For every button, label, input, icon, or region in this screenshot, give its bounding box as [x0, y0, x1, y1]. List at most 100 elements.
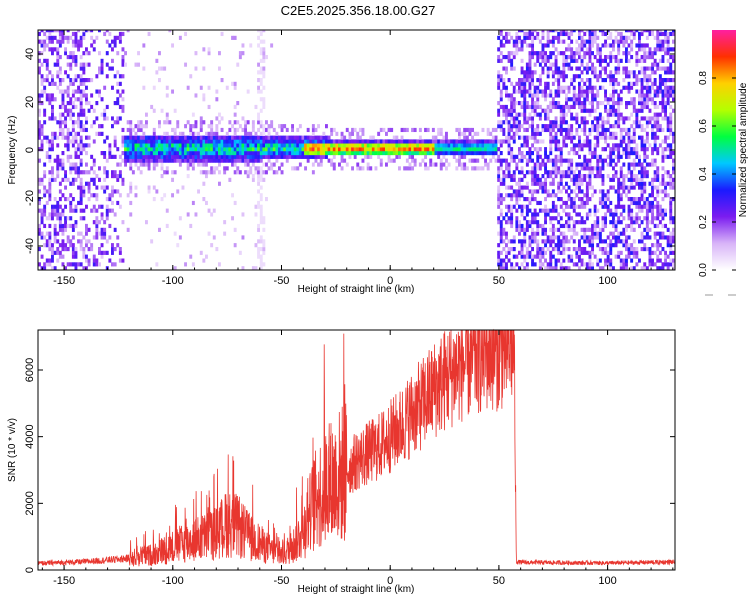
spectrogram-cell — [567, 135, 571, 140]
spectrogram-cell — [570, 204, 574, 209]
spectrogram-cell — [272, 135, 276, 140]
spectrogram-cell — [512, 174, 516, 179]
spectrogram-cell — [77, 154, 81, 159]
spectrogram-cell — [672, 151, 675, 156]
spectrogram-cell — [653, 139, 657, 144]
spectrogram-cell — [505, 120, 508, 125]
spectrogram-cell — [497, 204, 501, 209]
spectrogram-cell — [591, 227, 595, 232]
spectrogram-cell — [632, 131, 636, 136]
spectrogram-cell — [392, 158, 396, 163]
spectrogram-cell — [155, 139, 159, 144]
spectrogram-cell — [544, 112, 548, 117]
spectrogram-cell — [585, 143, 589, 148]
spectrogram-cell — [129, 139, 133, 144]
spectrogram-cell — [267, 151, 271, 156]
spectrogram-cell — [491, 135, 495, 140]
spectrogram-cell — [630, 250, 634, 255]
spectrogram-cell — [541, 262, 545, 267]
spectrogram-cell — [178, 147, 182, 152]
spectrogram-cell — [531, 101, 535, 106]
spectrogram-cell — [515, 193, 519, 198]
spectrogram-cell — [491, 143, 495, 148]
spectrogram-cell — [241, 147, 245, 152]
spectrogram-cell — [403, 143, 407, 148]
spectrogram-cell — [205, 254, 208, 259]
spectrogram-cell — [559, 197, 563, 202]
spectrogram-cell — [656, 116, 660, 121]
spectrogram-cell — [559, 51, 563, 56]
spectrogram-cell — [570, 58, 574, 63]
spectrogram-cell — [588, 31, 592, 37]
spectrogram-cell — [630, 97, 634, 102]
spectrogram-cell — [494, 151, 498, 156]
spectrogram-cell — [61, 243, 65, 248]
spectrogram-cell — [61, 166, 65, 171]
spectrogram-cell — [664, 30, 668, 33]
spectrogram-cell — [241, 143, 245, 148]
spectrogram-cell — [210, 158, 214, 163]
spectrogram-cell — [565, 235, 568, 240]
spectrogram-cell — [481, 139, 485, 144]
spectrogram-cell — [591, 151, 595, 156]
spectrogram-cell — [236, 135, 240, 140]
spectrogram-cell — [567, 108, 571, 113]
spectrogram-cell — [259, 212, 263, 217]
spectrogram-cell — [71, 223, 75, 229]
spectrogram-cell — [627, 43, 631, 48]
spectrogram-cell — [306, 127, 310, 133]
spectrogram-cell — [411, 154, 415, 159]
spectrogram-cell — [510, 216, 514, 221]
spectrogram-cell — [672, 135, 675, 140]
spectrogram-cell — [643, 78, 647, 83]
spectrogram-cell — [515, 35, 519, 40]
spectrogram-cell — [220, 31, 224, 37]
spectrogram-cell — [85, 227, 88, 232]
spectrogram-cell — [651, 204, 655, 209]
spectrogram-cell — [194, 212, 198, 217]
spectrogram-cell — [518, 170, 521, 175]
spectrogram-cell — [332, 154, 336, 159]
spectrogram-cell — [98, 177, 101, 182]
spectrogram-cell — [79, 147, 83, 152]
spectrogram-cell — [622, 177, 626, 182]
spectrogram-cell — [570, 177, 574, 182]
spectrogram-cell — [551, 227, 555, 232]
spectrogram-cell — [257, 143, 261, 148]
spectrogram-cell — [656, 189, 660, 194]
spectrogram-cell — [442, 147, 446, 152]
spectrogram-cell — [672, 47, 675, 52]
spectrogram-cells — [38, 30, 675, 270]
spectrogram-cell — [580, 93, 584, 98]
spectrogram-cell — [262, 151, 266, 156]
spectrogram-cell — [617, 51, 621, 56]
spectrogram-cell — [387, 139, 391, 144]
spectrogram-cell — [137, 120, 141, 125]
spectrogram-cell — [604, 220, 608, 225]
spectrogram-cell — [546, 266, 550, 270]
spectrogram-cell — [51, 30, 54, 33]
spectrogram-cell — [437, 127, 441, 133]
spectrogram-cell — [630, 31, 634, 37]
spectrogram-cell — [585, 108, 589, 113]
spectrogram-cell — [656, 89, 660, 94]
spectrogram-cell — [238, 55, 242, 60]
spectrogram-cell — [666, 262, 670, 267]
spectrogram-cell — [559, 89, 563, 94]
spectrogram-cell — [549, 104, 553, 110]
spectrogram-cell — [400, 151, 404, 156]
spectrogram-cell — [275, 158, 279, 163]
spectrogram-cell — [325, 135, 328, 140]
spectrogram-cell — [105, 239, 109, 244]
spectrogram-cell — [507, 204, 511, 209]
spectrogram-cell — [499, 120, 503, 125]
spectrogram-cell — [565, 55, 568, 60]
spectrogram-cell — [56, 204, 60, 209]
spectrogram-cell — [335, 139, 339, 144]
spectrogram-cell — [118, 250, 122, 255]
spectrogram-cell — [546, 158, 550, 163]
spectrogram-cell — [502, 81, 506, 86]
spectrogram-cell — [591, 124, 595, 129]
spectrogram-cell — [220, 78, 224, 83]
spectrogram-cell — [638, 158, 641, 163]
